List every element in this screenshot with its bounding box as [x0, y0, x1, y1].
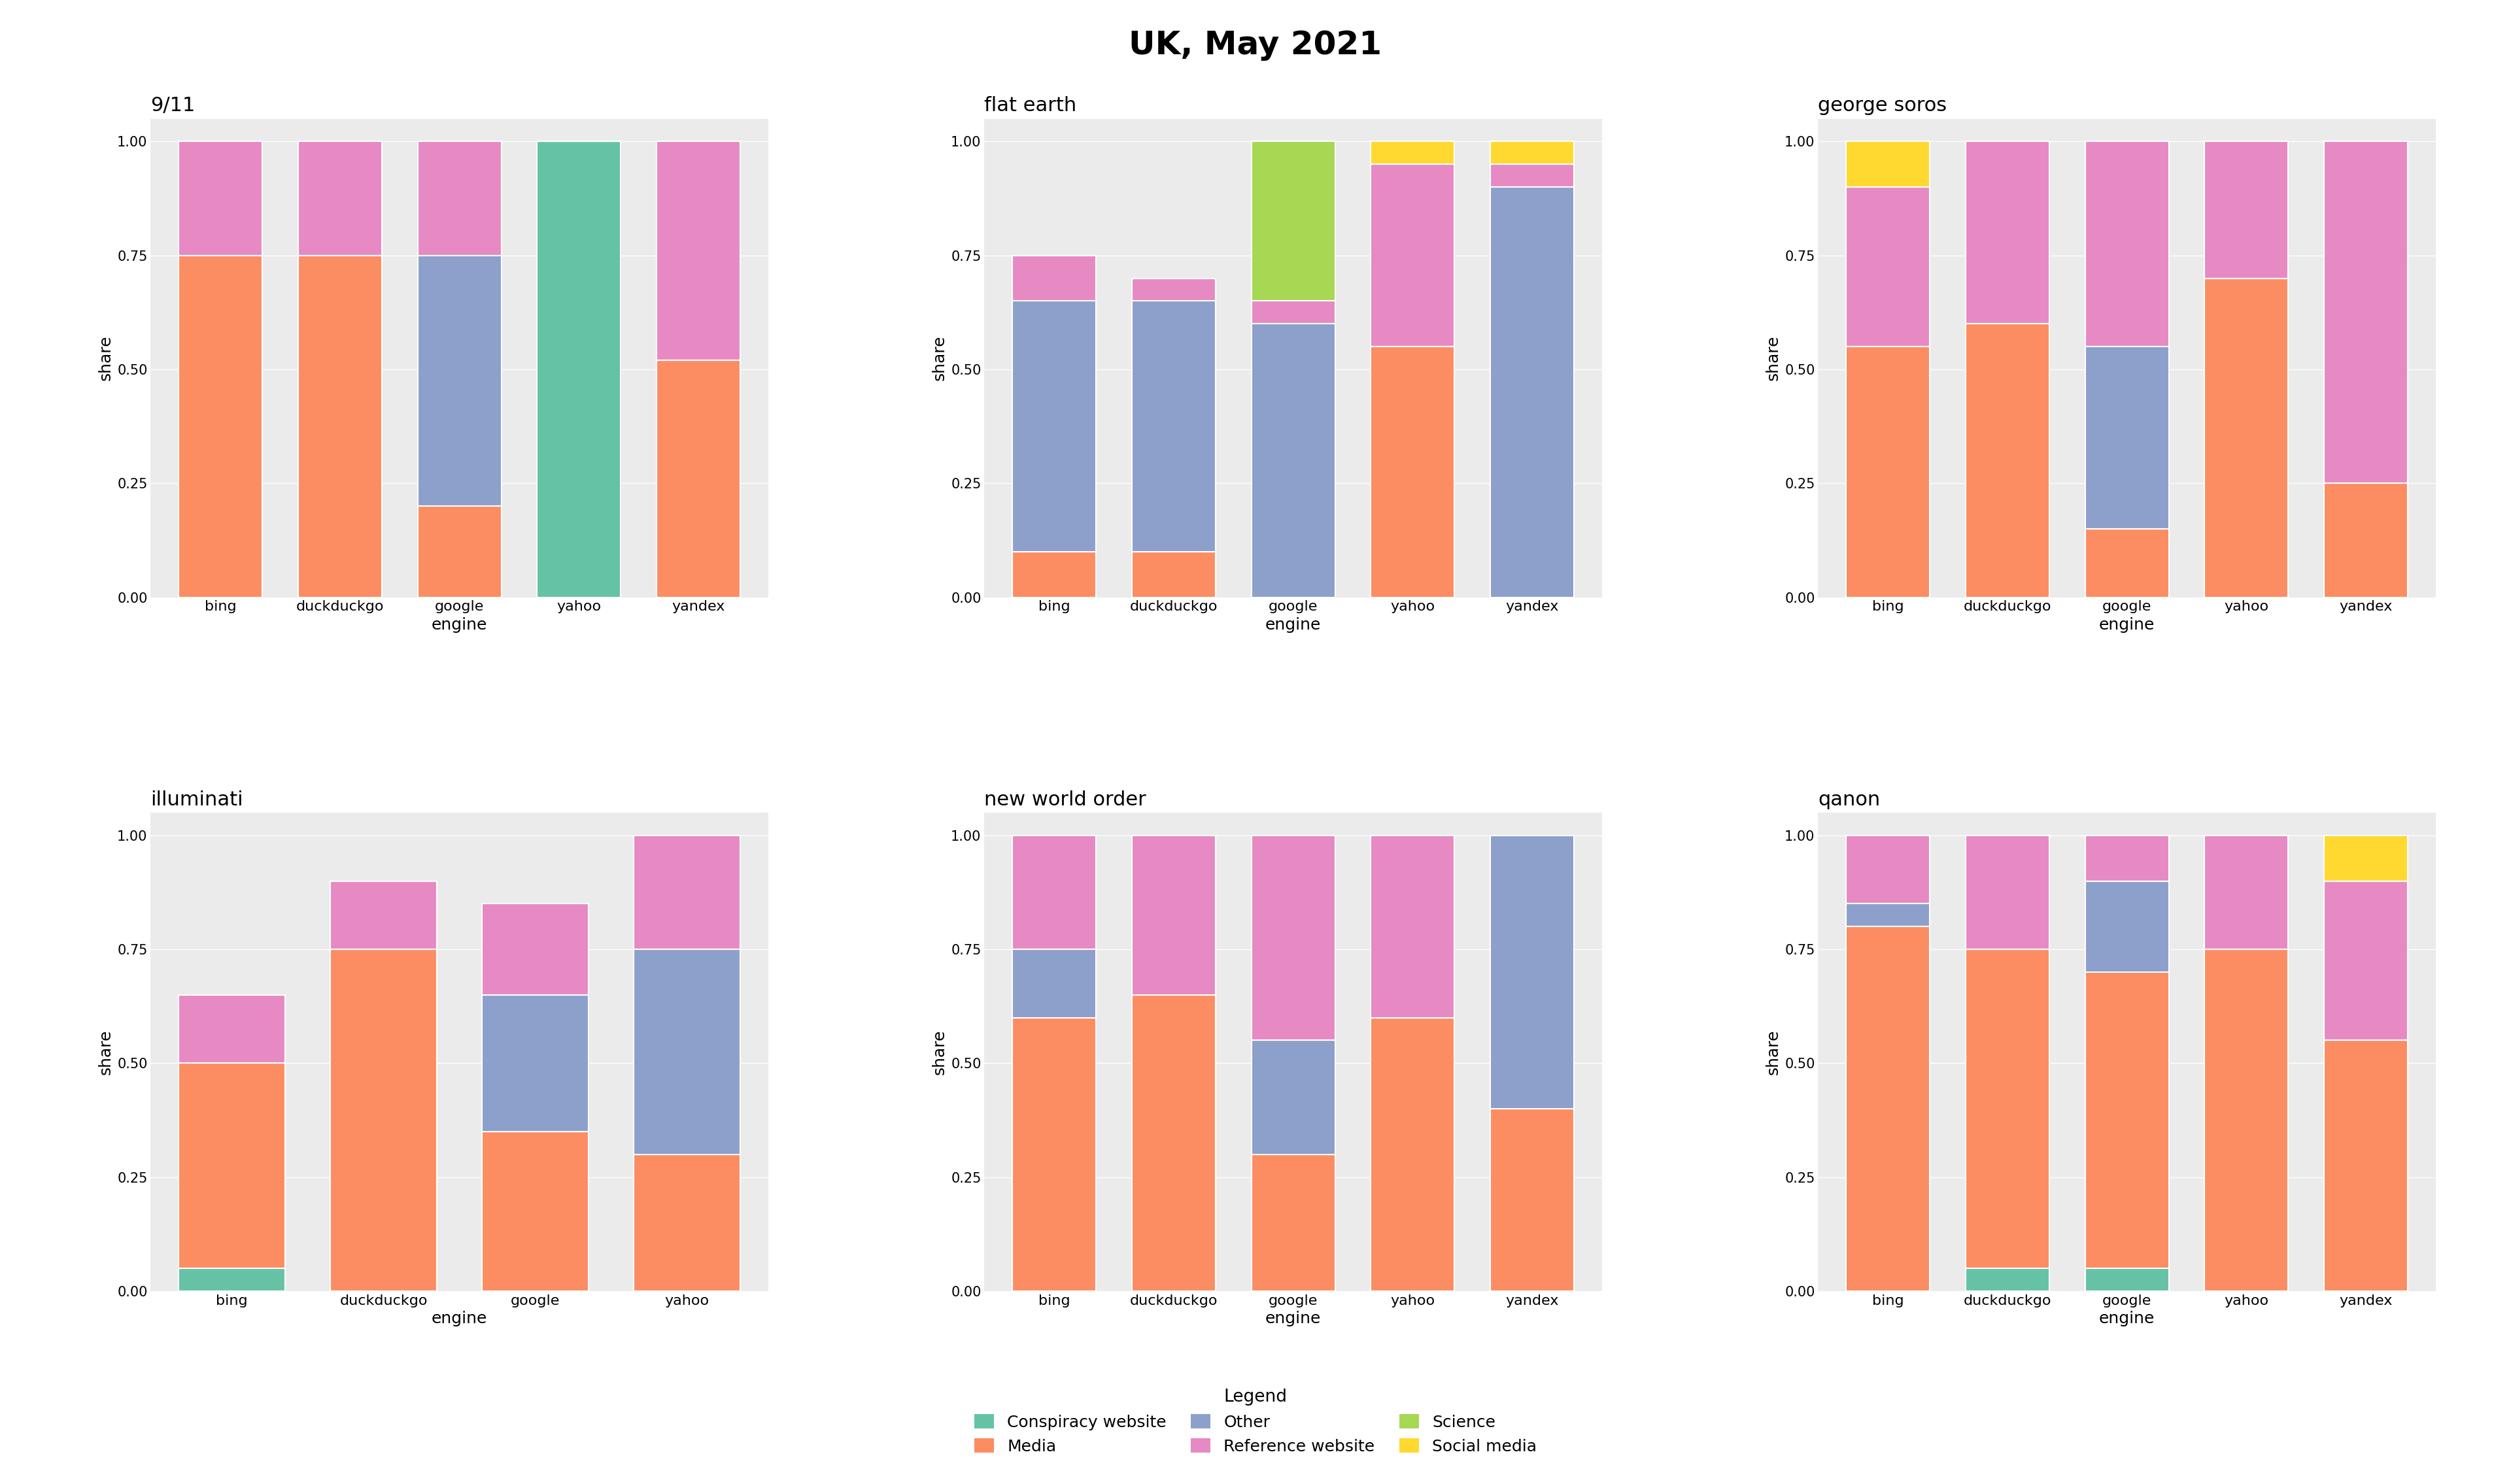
Bar [537, 141, 620, 597]
Y-axis label: share: share [98, 335, 113, 381]
Bar [1846, 835, 1931, 904]
Bar [1489, 187, 1574, 597]
Bar [178, 994, 284, 1063]
X-axis label: engine: engine [2099, 617, 2154, 632]
Bar [1846, 187, 1931, 347]
Bar [2205, 950, 2288, 1291]
Bar [1489, 165, 1574, 187]
X-axis label: engine: engine [1266, 617, 1321, 632]
Bar [1371, 165, 1454, 347]
Text: 9/11: 9/11 [151, 96, 196, 116]
Y-axis label: share: share [932, 335, 947, 381]
Bar [655, 141, 741, 361]
Bar [1250, 141, 1336, 301]
Bar [1966, 324, 2049, 597]
Bar [2084, 141, 2170, 347]
Y-axis label: share: share [932, 1028, 947, 1074]
Bar [299, 141, 382, 255]
Bar [2084, 972, 2170, 1269]
Bar [1489, 1109, 1574, 1291]
Bar [1846, 904, 1931, 926]
Bar [1012, 552, 1097, 597]
Bar [178, 255, 261, 597]
Bar [1132, 552, 1215, 597]
Bar [1012, 1018, 1097, 1291]
Bar [2084, 347, 2170, 528]
Bar [1132, 278, 1215, 301]
Bar [1966, 141, 2049, 324]
Bar [633, 1155, 741, 1291]
X-axis label: engine: engine [1266, 1310, 1321, 1327]
Bar [2084, 835, 2170, 881]
Bar [331, 950, 437, 1291]
Bar [1250, 324, 1336, 597]
X-axis label: engine: engine [2099, 1310, 2154, 1327]
Bar [299, 255, 382, 597]
Bar [2205, 141, 2288, 278]
Bar [482, 994, 588, 1132]
Bar [1489, 835, 1574, 1109]
Bar [1966, 950, 2049, 1269]
Bar [633, 835, 741, 950]
Bar [1371, 141, 1454, 165]
Text: george soros: george soros [1818, 96, 1946, 116]
Bar [2325, 881, 2408, 1040]
Bar [1132, 301, 1215, 552]
Bar [1489, 141, 1574, 165]
Bar [2325, 835, 2408, 881]
Bar [1250, 1040, 1336, 1155]
X-axis label: engine: engine [432, 617, 487, 632]
Bar [2325, 484, 2408, 597]
Bar [1012, 835, 1097, 950]
Bar [178, 1269, 284, 1291]
Bar [1250, 301, 1336, 324]
Text: new world order: new world order [984, 791, 1148, 809]
Bar [2084, 1269, 2170, 1291]
Bar [417, 141, 502, 255]
Bar [633, 950, 741, 1155]
Bar [2084, 881, 2170, 972]
Bar [1250, 1155, 1336, 1291]
Bar [1012, 301, 1097, 552]
Bar [2084, 528, 2170, 597]
Bar [1966, 835, 2049, 950]
Bar [1012, 950, 1097, 1018]
Bar [482, 904, 588, 994]
Y-axis label: share: share [1765, 335, 1780, 381]
Bar [1250, 835, 1336, 1040]
Text: flat earth: flat earth [984, 96, 1077, 116]
Bar [2205, 835, 2288, 950]
Bar [2325, 141, 2408, 484]
Bar [1012, 255, 1097, 301]
Bar [2325, 1040, 2408, 1291]
Y-axis label: share: share [1765, 1028, 1780, 1074]
Text: illuminati: illuminati [151, 791, 244, 809]
Bar [178, 1063, 284, 1269]
X-axis label: engine: engine [432, 1310, 487, 1327]
Bar [1846, 926, 1931, 1291]
Bar [1371, 835, 1454, 1018]
Bar [1966, 1269, 2049, 1291]
Bar [655, 361, 741, 597]
Bar [1132, 994, 1215, 1291]
Bar [1132, 835, 1215, 994]
Bar [1846, 347, 1931, 597]
Bar [417, 255, 502, 506]
Bar [1846, 141, 1931, 187]
Bar [2205, 278, 2288, 597]
Bar [417, 506, 502, 597]
Legend: Conspiracy website, Media, Other, Reference website, Science, Social media: Conspiracy website, Media, Other, Refere… [967, 1382, 1544, 1460]
Bar [178, 141, 261, 255]
Bar [1371, 1018, 1454, 1291]
Bar [1371, 347, 1454, 597]
Bar [331, 881, 437, 950]
Text: UK, May 2021: UK, May 2021 [1130, 30, 1381, 61]
Y-axis label: share: share [98, 1028, 113, 1074]
Bar [482, 1132, 588, 1291]
Text: qanon: qanon [1818, 791, 1881, 809]
